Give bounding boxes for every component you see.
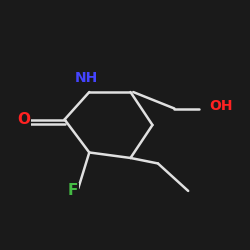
Text: OH: OH — [210, 99, 233, 113]
Text: F: F — [68, 184, 78, 198]
Text: NH: NH — [75, 71, 98, 85]
Text: O: O — [17, 112, 30, 127]
